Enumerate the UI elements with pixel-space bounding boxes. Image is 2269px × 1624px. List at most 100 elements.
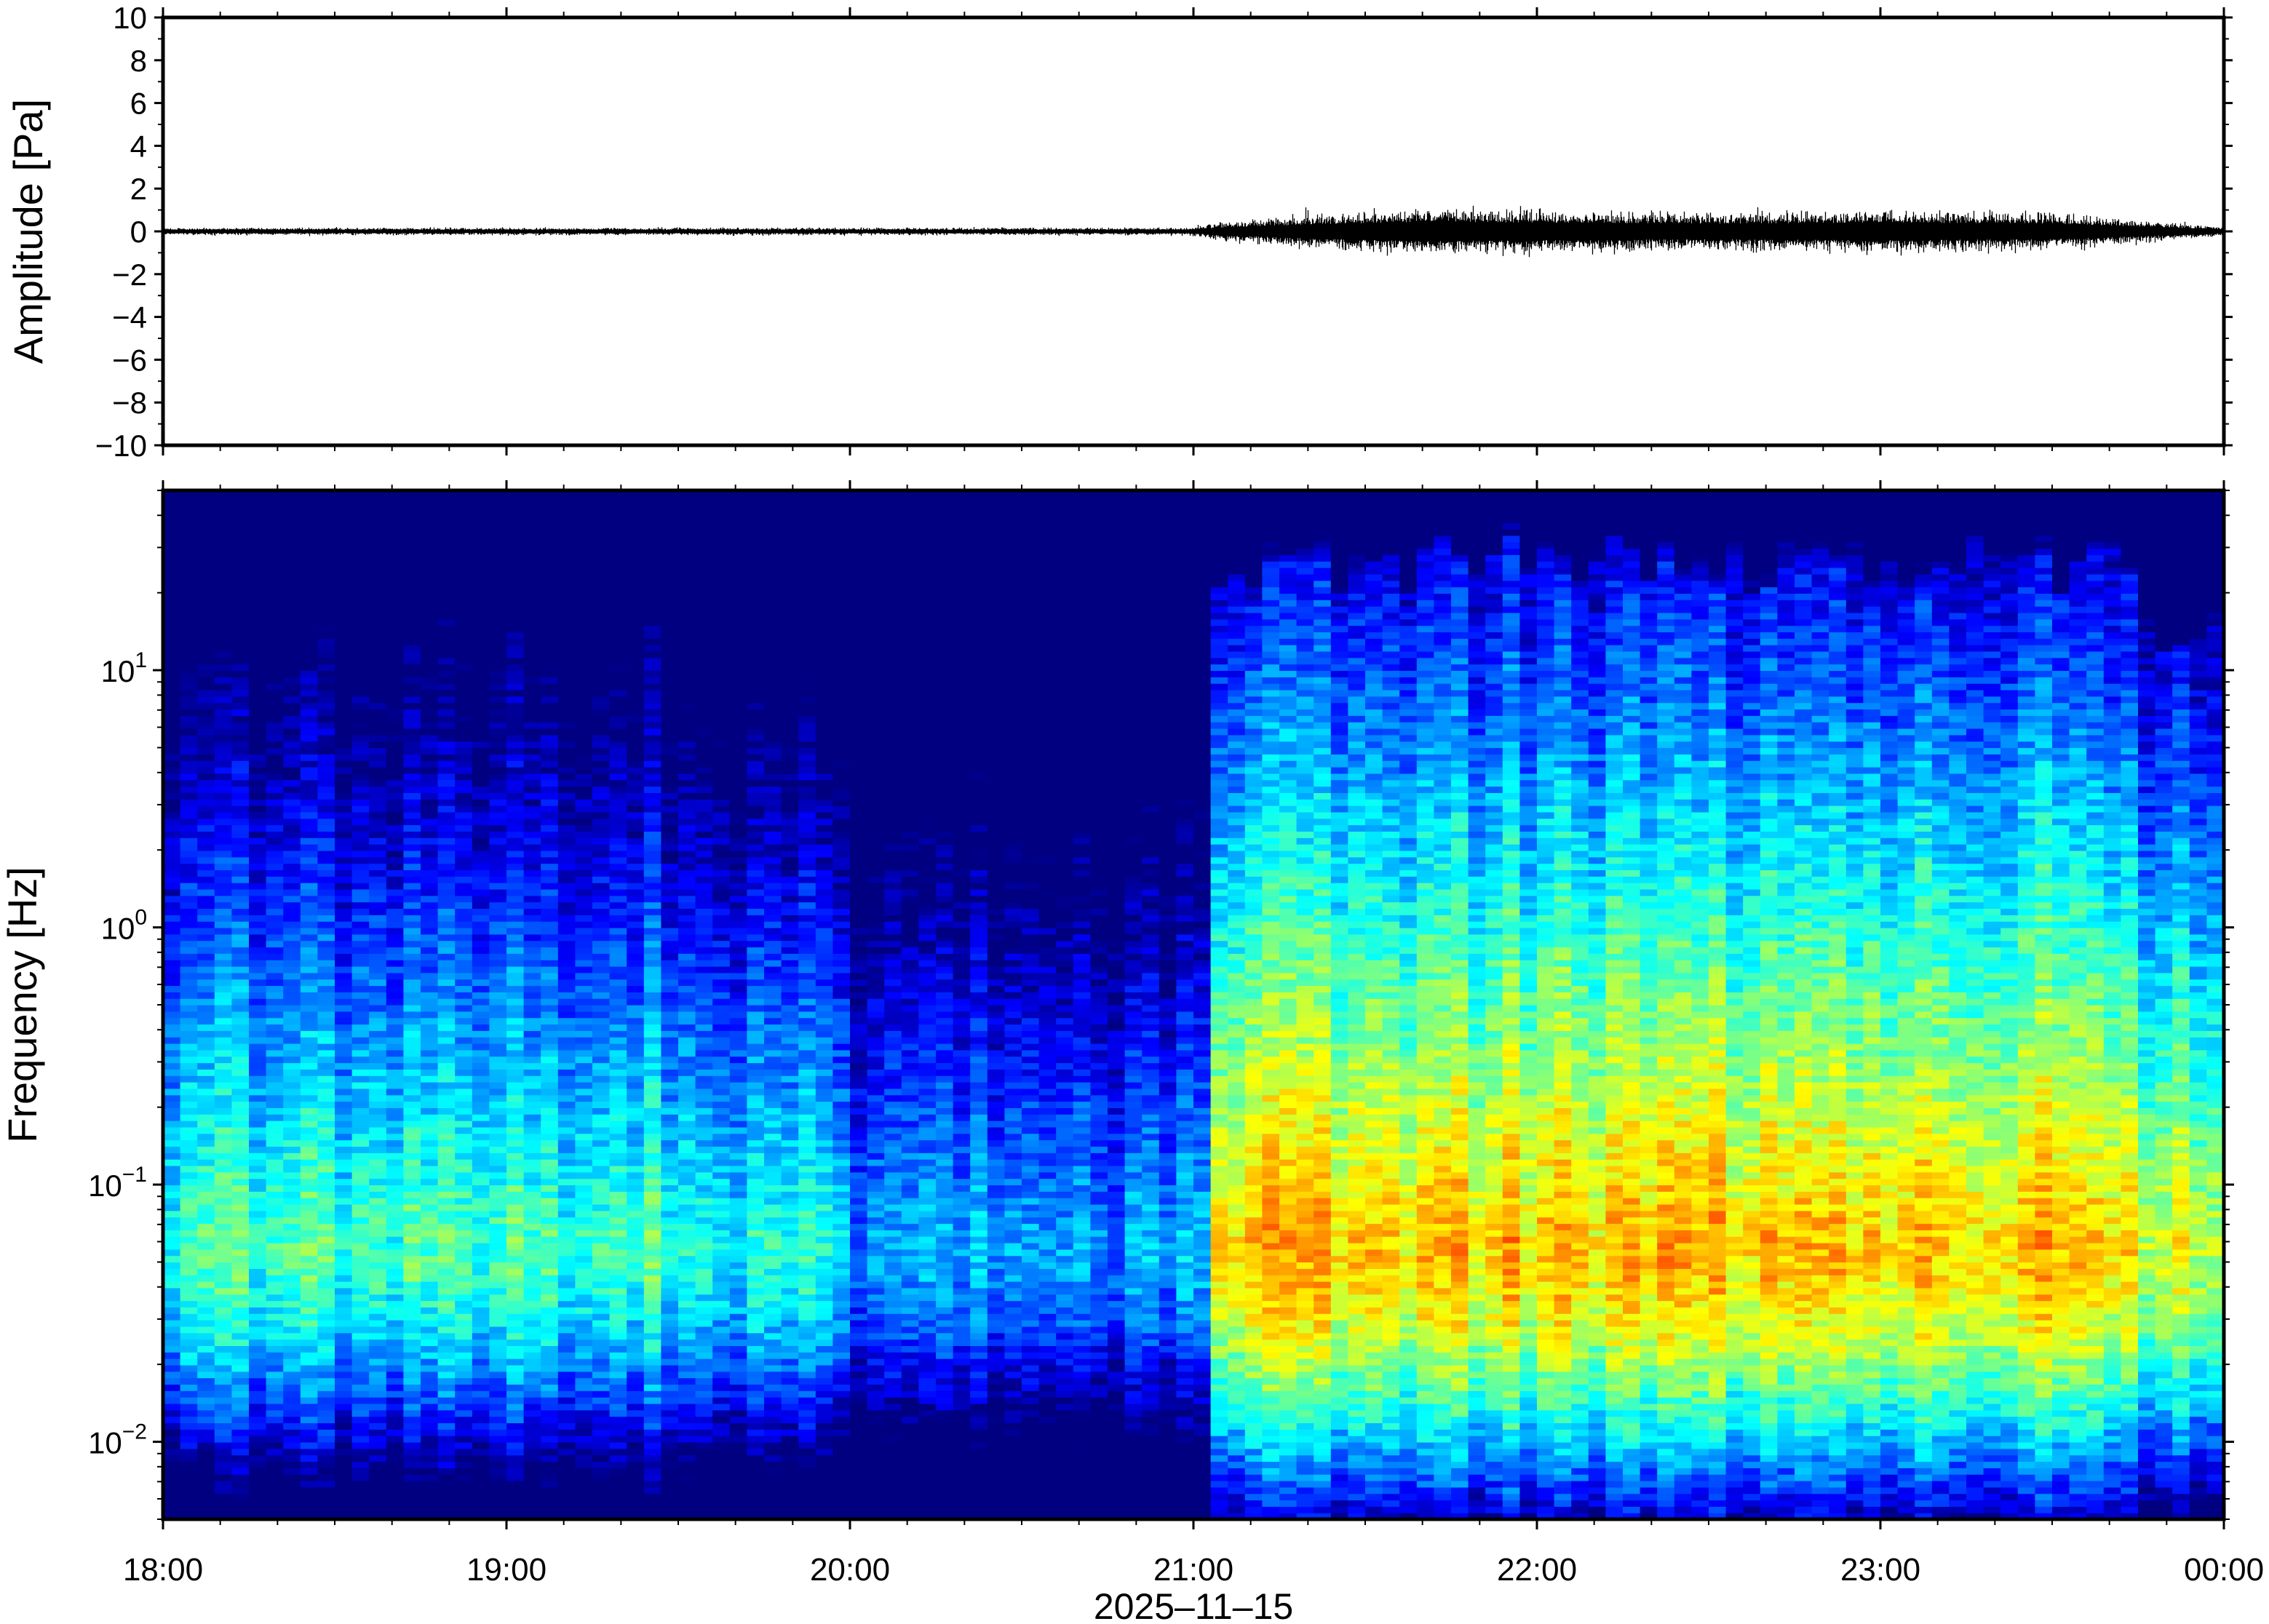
spectrogram-cell (437, 811, 456, 819)
spectrogram-cell (403, 1159, 421, 1166)
spectrogram-cell (231, 1094, 250, 1102)
spectrogram-cell (386, 1371, 404, 1379)
spectrogram-cell (661, 1513, 679, 1519)
spectrogram-cell (609, 1384, 627, 1391)
spectrogram-cell (661, 1249, 679, 1257)
spectrogram-cell (283, 1043, 301, 1051)
spectrogram-cell (421, 1486, 439, 1494)
spectrogram-cell (214, 1043, 232, 1051)
spectrogram-cell (489, 1268, 507, 1275)
spectrogram-cell (421, 1017, 439, 1025)
spectrogram-cell (455, 747, 473, 755)
spectrogram-cell (300, 1133, 318, 1141)
spectrogram-cell (455, 593, 473, 600)
spectrogram-cell (283, 1358, 301, 1366)
spectrogram-cell (266, 754, 284, 761)
spectrogram-cell (437, 1436, 456, 1443)
spectrogram-cell (643, 1339, 661, 1346)
spectrogram-cell (421, 1275, 439, 1282)
spectrogram-cell (266, 709, 284, 716)
spectrogram-cell (661, 1326, 679, 1334)
spectrogram-cell (163, 554, 181, 562)
spectrogram-cell (557, 632, 576, 639)
spectrogram-cell (437, 1287, 456, 1295)
spectrogram-cell (523, 1217, 541, 1225)
spectrogram-cell (386, 1230, 404, 1237)
spectrogram-cell (386, 1358, 404, 1366)
spectrogram-cell (231, 1121, 250, 1128)
spectrogram-cell (386, 1107, 404, 1115)
spectrogram-cell (180, 1500, 198, 1507)
spectrogram-cell (437, 1480, 456, 1488)
spectrogram-cell (283, 1441, 301, 1449)
spectrogram-cell (678, 1171, 696, 1179)
spectrogram-cell (523, 1377, 541, 1385)
spectrogram-cell (403, 677, 421, 684)
spectrogram-cell (197, 722, 215, 729)
spectrogram-cell (197, 1178, 215, 1186)
spectrogram-cell (351, 953, 370, 960)
spectrogram-cell (592, 1403, 611, 1411)
spectrogram-cell (214, 1474, 232, 1481)
spectrogram-cell (627, 1371, 645, 1379)
spectrogram-cell (472, 844, 490, 851)
spectrogram-cell (351, 1377, 370, 1385)
spectrogram-cell (557, 1474, 576, 1481)
spectrogram-cell (214, 844, 232, 851)
spectrogram-cell (369, 754, 387, 761)
spectrogram-cell (541, 985, 559, 992)
spectrogram-cell (249, 1011, 267, 1019)
spectrogram-cell (575, 850, 593, 858)
spectrogram-cell (403, 1377, 421, 1385)
spectrogram-cell (523, 811, 541, 819)
spectrogram-cell (197, 1441, 215, 1449)
spectrogram-cell (351, 586, 370, 594)
spectrogram-cell (489, 1461, 507, 1468)
spectrogram-cell (489, 895, 507, 903)
spectrogram-cell (300, 1230, 318, 1237)
spectrogram-cell (421, 1255, 439, 1263)
spectrogram-cell (523, 747, 541, 755)
spectrogram-cell (661, 1281, 679, 1289)
spectrogram-cell (369, 1094, 387, 1102)
spectrogram-cell (214, 1198, 232, 1205)
spectrogram-cell (317, 1107, 335, 1115)
spectrogram-cell (249, 908, 267, 915)
spectrogram-cell (609, 522, 627, 530)
spectrogram-cell (317, 638, 335, 645)
spectrogram-cell (421, 1339, 439, 1346)
spectrogram-cell (335, 1171, 353, 1179)
spectrogram-cell (283, 554, 301, 562)
spectrogram-cell (506, 541, 525, 549)
spectrogram-cell (351, 850, 370, 858)
spectrogram-cell (180, 670, 198, 677)
spectrogram-cell (317, 1198, 335, 1205)
spectrogram-cell (609, 1069, 627, 1076)
spectrogram-cell (403, 618, 421, 626)
spectrogram-cell (386, 1486, 404, 1494)
spectrogram-cell (197, 1358, 215, 1366)
spectrogram-cell (335, 1436, 353, 1443)
spectrogram-cell (249, 818, 267, 826)
spectrogram-cell (351, 1114, 370, 1121)
spectrogram-cell (557, 1441, 576, 1449)
spectrogram-cell (300, 1506, 318, 1513)
spectrogram-cell (609, 1159, 627, 1166)
spectrogram-cell (421, 1069, 439, 1076)
spectrogram-cell (369, 927, 387, 935)
spectrogram-cell (386, 683, 404, 690)
spectrogram-cell (592, 1480, 611, 1488)
spectrogram-cell (643, 1500, 661, 1507)
spectrogram-cell (369, 1121, 387, 1128)
spectrogram-cell (489, 554, 507, 562)
spectrogram-cell (489, 516, 507, 523)
spectrogram-cell (266, 1364, 284, 1372)
spectrogram-cell (214, 1017, 232, 1025)
spectrogram-cell (266, 1345, 284, 1353)
spectrogram-cell (575, 863, 593, 871)
spectrogram-cell (421, 947, 439, 954)
spectrogram-cell (421, 786, 439, 793)
spectrogram-cell (541, 1185, 559, 1192)
spectrogram-cell (283, 1422, 301, 1430)
spectrogram-cell (455, 1493, 473, 1501)
